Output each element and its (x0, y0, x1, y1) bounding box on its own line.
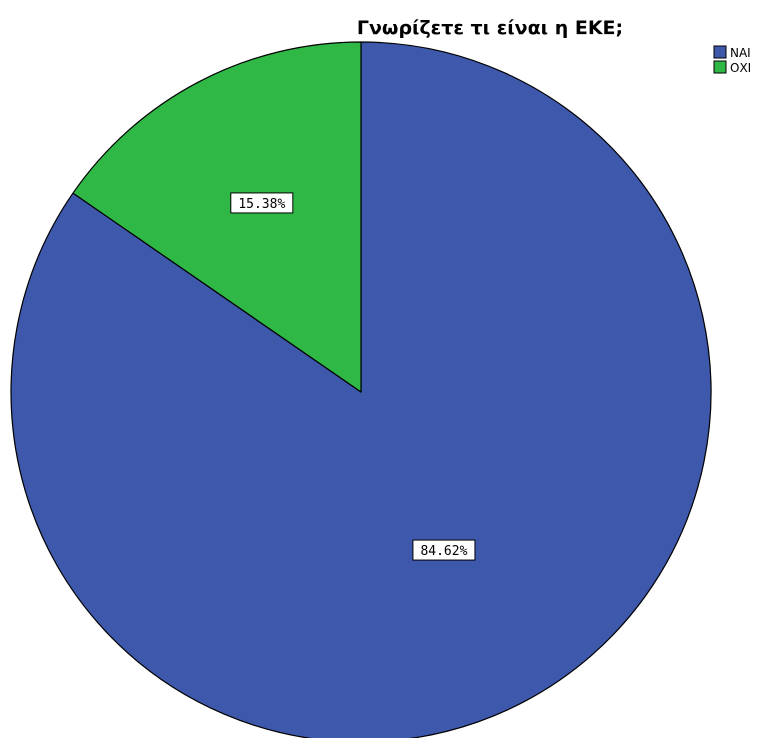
data-label-text: 84.62% (420, 544, 467, 559)
data-label-nai: 84.62% (412, 539, 476, 561)
data-label-box (412, 539, 476, 561)
pie-slice-nai (10, 41, 712, 738)
pie-slice-oxi (72, 41, 362, 393)
legend-swatch (713, 60, 727, 74)
legend-label: ΝΑΙ (730, 46, 751, 60)
legend-item-nai: ΝΑΙ (713, 45, 751, 60)
legend-swatch (713, 45, 727, 59)
data-label-box (230, 192, 294, 214)
legend-label: ΟΧΙ (730, 61, 751, 75)
data-label-text: 15.38% (238, 197, 285, 212)
legend-item-oxi: ΟΧΙ (713, 60, 751, 75)
data-labels: 84.62% 15.38% (230, 192, 476, 561)
chart-title: Γνωρίζετε τι είναι η ΕΚΕ; (357, 17, 623, 39)
pie-slices (10, 41, 712, 738)
data-label-oxi: 15.38% (230, 192, 294, 214)
